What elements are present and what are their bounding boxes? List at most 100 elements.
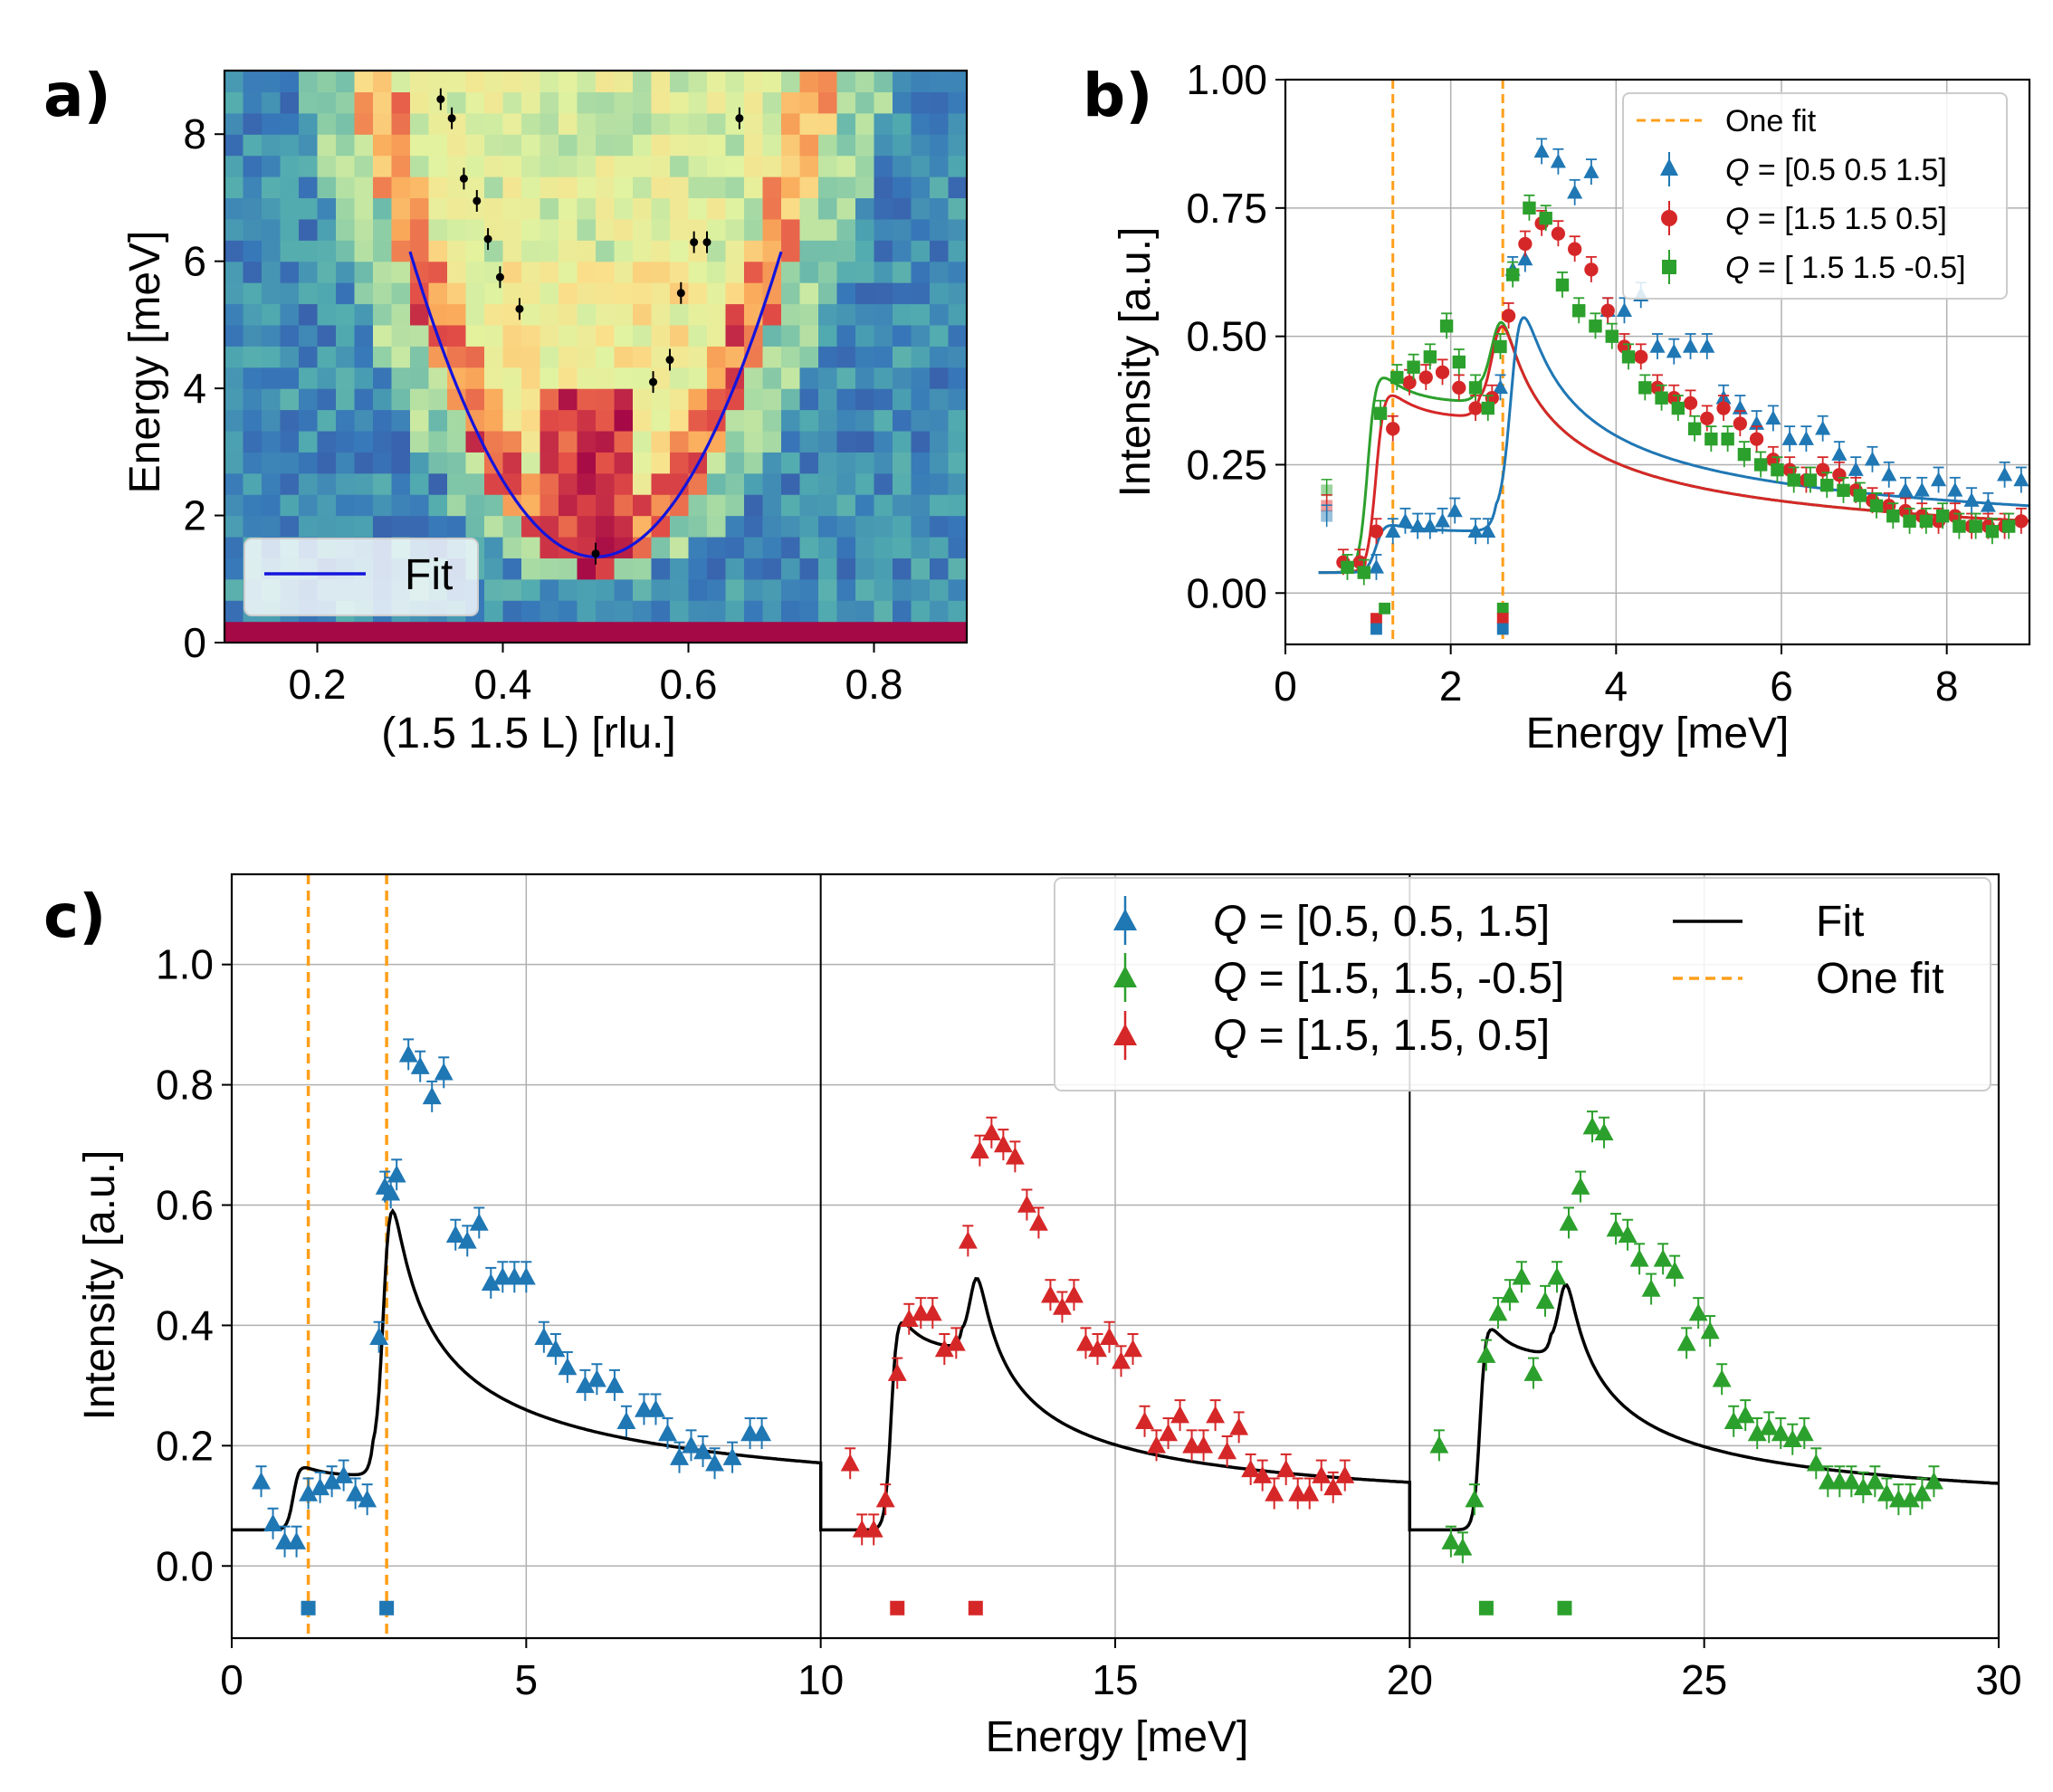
heatmap-cell [930, 430, 950, 453]
heatmap-cell [911, 472, 931, 495]
data-point-red [922, 1303, 942, 1321]
heatmap-cell [725, 71, 745, 93]
y-tick-label: 8 [183, 110, 206, 157]
heatmap-cell [614, 303, 634, 326]
heatmap-cell [280, 176, 300, 199]
heatmap-cell [447, 155, 467, 177]
heatmap-cell [428, 452, 448, 474]
heatmap-cell [633, 134, 653, 157]
heatmap-cell [836, 240, 856, 262]
heatmap-cell [540, 155, 559, 177]
heatmap-cell [799, 430, 819, 453]
heatmap-cell [484, 155, 504, 177]
heatmap-cell [280, 134, 300, 157]
heatmap-cell [317, 261, 337, 283]
heatmap-cell [688, 578, 708, 601]
heatmap-cell [744, 452, 764, 474]
heatmap-cell [614, 134, 634, 157]
data-point-blue [516, 1267, 536, 1285]
peak-point [735, 114, 744, 123]
heatmap-cell [410, 472, 430, 495]
heatmap-cell [725, 155, 745, 177]
heatmap-cell [633, 91, 653, 114]
axes-frame [1284, 78, 2031, 646]
data-point-blue [1467, 523, 1484, 538]
x-tick-label: 25 [1681, 1656, 1727, 1703]
heatmap-cell [577, 388, 597, 411]
heatmap-cell [243, 303, 263, 326]
heatmap-cell [893, 346, 912, 368]
y-tick-label: 4 [183, 365, 206, 412]
data-point-green [1782, 1429, 1802, 1447]
data-point-blue [534, 1327, 554, 1345]
heatmap-cell [280, 346, 300, 368]
heatmap-cell [725, 515, 745, 538]
heatmap-cell [410, 240, 430, 262]
heatmap-cell [465, 155, 485, 177]
heatmap-cell [262, 282, 282, 305]
data-point-red [1683, 396, 1698, 411]
heatmap-cell [577, 367, 597, 389]
heatmap-cell [484, 176, 504, 199]
heatmap-cell [373, 261, 393, 283]
data-point-red [993, 1135, 1013, 1153]
heatmap-cell [855, 409, 875, 432]
peak-point [676, 289, 685, 298]
heatmap-cell [336, 218, 356, 241]
heatmap-cell [336, 430, 356, 453]
data-point-blue [398, 1044, 418, 1063]
data-point-blue [410, 1056, 430, 1074]
heatmap-cell [243, 346, 263, 368]
heatmap-cell [224, 71, 244, 93]
data-point-green [1523, 201, 1536, 215]
heatmap-cell [502, 409, 522, 432]
heatmap-cell [614, 176, 634, 199]
heatmap-cell [948, 282, 968, 305]
heatmap-cell [744, 621, 764, 643]
heatmap-cell [633, 430, 653, 453]
heatmap-cell [502, 71, 522, 93]
data-point-green [1629, 1249, 1649, 1267]
heatmap-cell [874, 452, 893, 474]
heatmap-cell [855, 112, 875, 135]
heatmap-cell [521, 578, 541, 601]
gap-marker-red [1370, 613, 1382, 625]
heatmap-cell [670, 578, 690, 601]
heatmap-cell [391, 91, 411, 114]
heatmap-cell [725, 558, 745, 580]
heatmap-cell [465, 282, 485, 305]
x-tick-label: 10 [797, 1656, 844, 1703]
data-point-green [1535, 1291, 1555, 1310]
heatmap-cell [818, 155, 838, 177]
data-point-blue [587, 1369, 606, 1387]
heatmap-cell [651, 494, 671, 517]
heatmap-cell [373, 621, 393, 643]
heatmap-cell [410, 134, 430, 157]
heatmap-cell [243, 452, 263, 474]
heatmap-cell [874, 515, 893, 538]
heatmap-cell [855, 430, 875, 453]
heatmap-cell [781, 430, 801, 453]
heatmap-cell [799, 346, 819, 368]
y-tick-label: 1.0 [156, 941, 214, 988]
heatmap-cell [707, 388, 727, 411]
heatmap-cell [948, 621, 968, 643]
heatmap-cell [280, 261, 300, 283]
panel-c-scatter: 0 5 10 15 20 25 30 0.0 0.2 0.4 0.6 0.8 1.0 Q = [0.5,… [76, 872, 2022, 1761]
heatmap-cell [893, 218, 912, 241]
heatmap-cell [243, 472, 263, 495]
heatmap-cell [373, 367, 393, 389]
heatmap-cell [299, 409, 319, 432]
legend-marker-green-c [1113, 966, 1137, 987]
heatmap-cell [484, 367, 504, 389]
peak-point [702, 238, 711, 247]
data-point-green [1452, 355, 1466, 369]
heatmap-cell [280, 367, 300, 389]
heatmap-cell [633, 324, 653, 347]
data-point-green [1665, 1261, 1685, 1279]
heatmap-cell [299, 134, 319, 157]
heatmap-cell [465, 91, 485, 114]
heatmap-cell [855, 176, 875, 199]
heatmap-cell [428, 388, 448, 411]
